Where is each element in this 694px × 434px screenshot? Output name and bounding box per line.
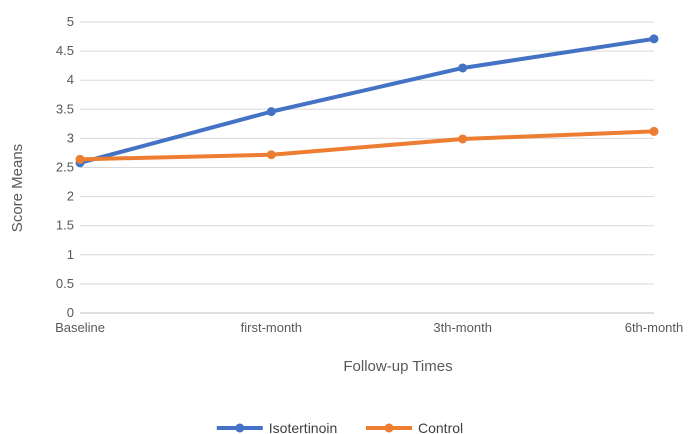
data-point [649,126,659,136]
x-tick-label: Baseline [55,320,105,335]
gridlines [80,21,654,314]
y-tick-label: 0 [67,305,74,320]
data-point [458,134,468,144]
legend-item: Control [366,420,463,434]
y-tick-label: 3 [67,130,74,145]
y-tick-label: 2.5 [56,160,74,175]
y-tick-label: 2 [67,189,74,204]
series-line [78,129,656,162]
legend-swatch-marker [384,423,394,433]
y-tick-label: 1 [67,247,74,262]
y-tick-label: 1.5 [56,218,74,233]
series-line [78,36,656,165]
series-lines [75,34,659,168]
data-point [266,107,276,117]
y-axis-tick-labels: 0 0.5 1 1.5 2 2.5 3 3.5 4 4.5 5 [56,14,74,320]
x-tick-label: 6th-month [625,320,684,335]
x-axis-title: Follow-up Times [343,358,452,375]
y-axis-title: Score Means [9,144,26,232]
y-tick-label: 3.5 [56,101,74,116]
data-point [75,154,85,164]
series-control [75,126,659,164]
y-tick-label: 4.5 [56,43,74,58]
legend-swatch-marker [235,423,245,433]
y-tick-label: 4 [67,72,74,87]
x-axis-tick-labels: Baseline first-month 3th-month 6th-month [55,320,683,335]
legend-item: Isotertinoin [216,420,337,434]
data-point [649,34,659,44]
x-tick-label: 3th-month [433,320,492,335]
legend: Isotertinoin Control [216,420,463,434]
y-tick-label: 0.5 [56,276,74,291]
legend-label: Control [418,420,463,434]
y-tick-label: 5 [67,14,74,29]
data-point [458,63,468,73]
x-tick-label: first-month [241,320,302,335]
legend-label: Isotertinoin [269,420,337,434]
data-point [266,150,276,160]
